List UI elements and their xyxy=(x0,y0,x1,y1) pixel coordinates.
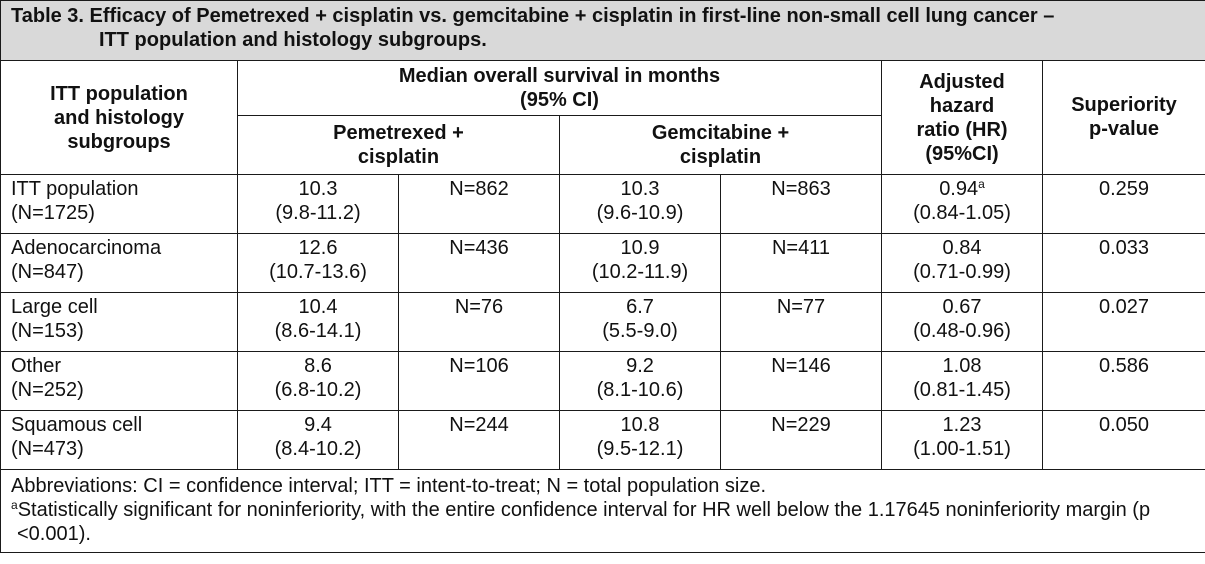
pem-n-cell: N=106 xyxy=(398,351,560,411)
hr-cell: 0.84 (0.71-0.99) xyxy=(881,233,1043,293)
gem-n-cell: N=229 xyxy=(720,410,882,470)
header-hazard-ratio: Adjusted hazard ratio (HR) (95%CI) xyxy=(881,60,1043,175)
table-row: ITT population (N=1725) 10.3 (9.8-11.2) N=… xyxy=(0,174,1205,234)
caption-line-2: ITT population and histology subgroups. xyxy=(99,29,487,51)
row-group-cell: Other (N=252) xyxy=(0,351,238,411)
header-p-value: Superiority p-value xyxy=(1041,60,1205,175)
p-value-cell: 0.259 xyxy=(1041,174,1205,234)
header-median-os: Median overall survival in months (95% C… xyxy=(237,60,882,116)
table-row: Other (N=252) 8.6 (6.8-10.2) N=106 9.2 (8.1… xyxy=(0,351,1205,411)
header-group: ITT population and histology subgroups xyxy=(0,60,238,175)
hr-cell: 1.23 (1.00-1.51) xyxy=(881,410,1043,470)
pem-median-cell: 10.3 (9.8-11.2) xyxy=(237,174,399,234)
gem-median-cell: 10.8 (9.5-12.1) xyxy=(559,410,721,470)
hr-cell: 0.67 (0.48-0.96) xyxy=(881,292,1043,352)
row-group-cell: Large cell (N=153) xyxy=(0,292,238,352)
table-caption: Table 3. Efficacy of Pemetrexed + cispla… xyxy=(0,0,1205,61)
table-row: Squamous cell (N=473) 9.4 (8.4-10.2) N=244… xyxy=(0,410,1205,470)
p-value-cell: 0.033 xyxy=(1041,233,1205,293)
table-footnotes: Abbreviations: CI = confidence interval;… xyxy=(0,469,1205,553)
gem-median-cell: 9.2 (8.1-10.6) xyxy=(559,351,721,411)
gem-n-cell: N=77 xyxy=(720,292,882,352)
pem-median-cell: 12.6 (10.7-13.6) xyxy=(237,233,399,293)
pem-n-cell: N=76 xyxy=(398,292,560,352)
pem-n-cell: N=244 xyxy=(398,410,560,470)
pem-n-cell: N=862 xyxy=(398,174,560,234)
gem-n-cell: N=146 xyxy=(720,351,882,411)
gem-median-cell: 10.3 (9.6-10.9) xyxy=(559,174,721,234)
row-group-cell: Adenocarcinoma (N=847) xyxy=(0,233,238,293)
pem-median-cell: 9.4 (8.4-10.2) xyxy=(237,410,399,470)
footnote-a: aStatistically significant for noninferi… xyxy=(11,498,1151,545)
pem-median-cell: 10.4 (8.6-14.1) xyxy=(237,292,399,352)
pem-median-cell: 8.6 (6.8-10.2) xyxy=(237,351,399,411)
hr-cell: 0.94a (0.84-1.05) xyxy=(881,174,1043,234)
abbreviations-note: Abbreviations: CI = confidence interval;… xyxy=(11,475,767,497)
gem-median-cell: 10.9 (10.2-11.9) xyxy=(559,233,721,293)
footnote-marker: a xyxy=(978,177,985,191)
row-group-cell: ITT population (N=1725) xyxy=(0,174,238,234)
gem-n-cell: N=411 xyxy=(720,233,882,293)
header-gemcitabine-cisplatin: Gemcitabine + cisplatin xyxy=(559,115,882,175)
caption-line-1: Table 3. Efficacy of Pemetrexed + cispla… xyxy=(11,5,1055,27)
footnote-a-marker: a xyxy=(11,498,18,512)
hr-cell: 1.08 (0.81-1.45) xyxy=(881,351,1043,411)
gem-median-cell: 6.7 (5.5-9.0) xyxy=(559,292,721,352)
p-value-cell: 0.027 xyxy=(1041,292,1205,352)
table-row: Adenocarcinoma (N=847) 12.6 (10.7-13.6) N=… xyxy=(0,233,1205,293)
p-value-cell: 0.586 xyxy=(1041,351,1205,411)
pem-n-cell: N=436 xyxy=(398,233,560,293)
header-pemetrexed-cisplatin: Pemetrexed + cisplatin xyxy=(237,115,560,175)
gem-n-cell: N=863 xyxy=(720,174,882,234)
row-group-cell: Squamous cell (N=473) xyxy=(0,410,238,470)
p-value-cell: 0.050 xyxy=(1041,410,1205,470)
table-row: Large cell (N=153) 10.4 (8.6-14.1) N=76 6.… xyxy=(0,292,1205,352)
